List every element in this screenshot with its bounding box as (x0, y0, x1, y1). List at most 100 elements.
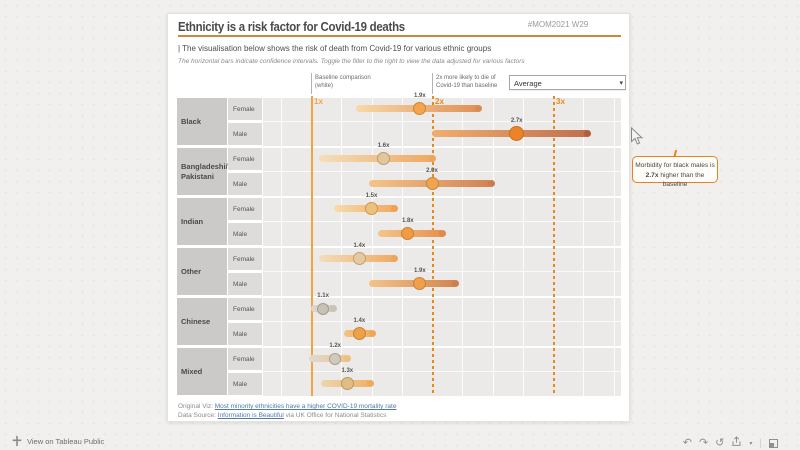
row-separator (228, 121, 621, 122)
share-caret-icon[interactable]: ▾ (749, 440, 753, 447)
tooltip-line1: Morbidity for black males is (635, 162, 715, 169)
value-dot[interactable] (329, 352, 342, 365)
ci-bar[interactable] (308, 355, 349, 362)
tooltip: Morbidity for black males is 2.7x higher… (632, 156, 718, 188)
category-cell[interactable]: Other (177, 248, 227, 295)
dot-plot-chart: 1x 2x 3x Black Female 1.9x Male 2.7x Bangladeshi… (168, 14, 629, 421)
value-label: 1.4x (353, 242, 366, 249)
ci-bar[interactable] (369, 280, 458, 287)
chevron-down-icon[interactable]: ▾ (619, 80, 623, 87)
footer-label: Original Viz: (178, 403, 215, 410)
tooltip-rest: higher than the baseline (658, 171, 705, 189)
value-dot[interactable] (352, 327, 366, 340)
value-label: 1.1x (317, 292, 329, 299)
group-separator (177, 396, 621, 398)
group-separator (177, 146, 621, 148)
category-cell[interactable]: Mixed (177, 348, 227, 395)
sex-cell[interactable]: Male (228, 373, 262, 395)
row-separator (228, 371, 621, 372)
value-label: 1.3x (341, 367, 354, 374)
value-dot[interactable] (317, 302, 330, 315)
sex-cell[interactable]: Male (228, 123, 262, 145)
group-separator (177, 246, 621, 248)
ci-cap (343, 355, 351, 362)
sex-cell[interactable]: Female (228, 98, 262, 120)
value-label: 1.9x (414, 267, 426, 274)
category-cell[interactable]: Bangladeshi/ Pakistani (177, 148, 228, 195)
hashtag-label: #MOM2021 W29 (527, 20, 589, 29)
sex-cell[interactable]: Male (228, 323, 262, 345)
reference-line-2x (432, 96, 434, 396)
ci-cap (439, 230, 447, 237)
fullscreen-icon[interactable] (769, 438, 778, 448)
sex-cell[interactable]: Female (228, 248, 262, 270)
ci-cap (452, 280, 460, 287)
value-label: 2.0x (426, 167, 438, 174)
value-dot[interactable] (413, 277, 427, 290)
value-dot[interactable] (425, 177, 439, 190)
value-dot[interactable] (509, 126, 525, 141)
ci-cap (475, 105, 483, 112)
value-dot[interactable] (340, 377, 354, 390)
ci-cap (366, 380, 374, 387)
original-viz-link[interactable]: Most minority ethnicities have a higher … (214, 403, 397, 410)
ci-cap (330, 305, 338, 312)
tooltip-value: 2.7x (645, 171, 659, 179)
dashboard-note: The horizontal bars indicate confidence … (178, 58, 525, 65)
filter-selected-value: Average (514, 79, 542, 88)
data-source-link[interactable]: Information is Beautiful (217, 412, 284, 419)
undo-icon[interactable]: ↶ (682, 436, 692, 449)
value-label: 1.6x (377, 142, 390, 149)
twox-annotation-connector (432, 73, 433, 94)
value-dot[interactable] (401, 227, 415, 240)
footer-suffix: via UK Office for National Statistics (283, 412, 387, 419)
group-separator (177, 196, 621, 198)
row-separator (228, 171, 621, 172)
ci-bar[interactable] (319, 155, 435, 162)
value-label: 1.2x (329, 342, 342, 349)
filter-dropdown[interactable]: Average ▾ (509, 75, 626, 90)
redo-icon[interactable]: ↷ (698, 436, 709, 449)
group-separator (177, 346, 621, 348)
tableau-logo-icon (12, 436, 22, 446)
value-dot[interactable] (377, 152, 391, 165)
baseline-annotation: Baseline comparison (white) (315, 75, 371, 90)
ci-bar[interactable] (333, 205, 396, 212)
footer-label: Data Source: (178, 412, 218, 419)
ci-cap (487, 180, 495, 187)
toolbar-divider: | (759, 437, 762, 449)
row-separator (228, 221, 621, 222)
value-label: 2.7x (510, 117, 523, 124)
group-separator (177, 96, 621, 98)
reset-icon[interactable]: ↺ (715, 436, 725, 449)
sex-cell[interactable]: Female (228, 348, 262, 370)
twox-annotation: 2x more likely to die of Covid-19 than b… (436, 75, 498, 90)
category-cell[interactable]: Chinese (177, 298, 227, 345)
category-cell[interactable]: Indian (177, 198, 227, 245)
sex-cell[interactable]: Male (228, 223, 262, 245)
viewer-toolbar: ↶ ↷ ↺ ▾ | (683, 434, 778, 450)
ci-cap (429, 155, 437, 162)
dashboard-card: Ethnicity is a risk factor for Covid-19 … (167, 13, 718, 422)
axis-tick-2x: 2x (435, 97, 444, 106)
dashboard-subtitle: | The visualisation below shows the risk… (178, 44, 492, 53)
ci-cap (390, 255, 398, 262)
sex-cell[interactable]: Female (228, 198, 262, 220)
reference-line-1x (311, 96, 313, 396)
view-on-tableau-link[interactable]: View on Tableau Public (12, 436, 104, 446)
value-label: 1.8x (401, 217, 414, 224)
sex-cell[interactable]: Female (228, 298, 262, 320)
value-dot[interactable] (413, 102, 427, 115)
row-separator (228, 321, 621, 322)
baseline-annotation-connector (311, 73, 312, 94)
value-label: 1.4x (353, 317, 366, 324)
sex-cell[interactable]: Male (228, 173, 262, 195)
share-icon[interactable] (731, 434, 742, 450)
value-dot[interactable] (365, 202, 378, 215)
sex-cell[interactable]: Female (228, 148, 262, 170)
sex-cell[interactable]: Male (228, 273, 262, 295)
row-separator (228, 271, 621, 272)
category-cell[interactable]: Black (177, 98, 227, 145)
value-dot[interactable] (352, 252, 366, 265)
